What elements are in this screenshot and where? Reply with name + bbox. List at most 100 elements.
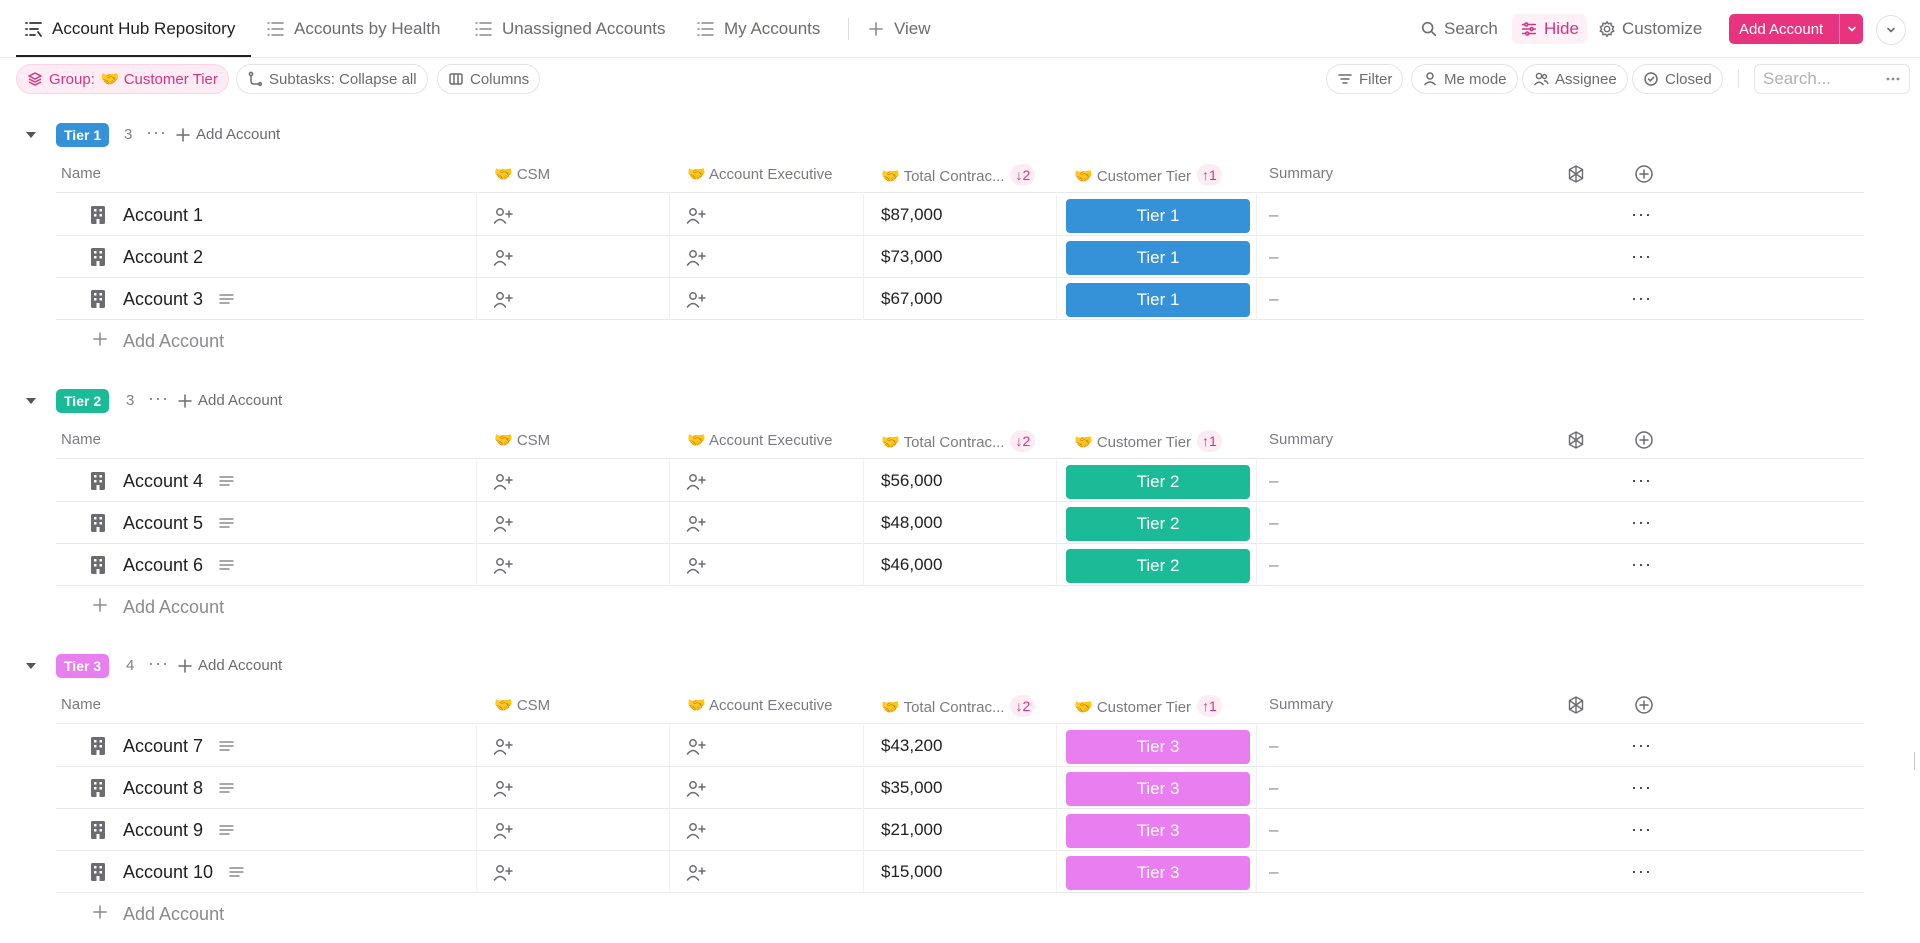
account-name[interactable]: Account 6 (123, 555, 204, 575)
total-contract-value[interactable]: $46,000 (881, 555, 943, 574)
add-account-button[interactable]: Add Account (1729, 14, 1863, 44)
column-header-account-executive[interactable]: 🤝 Account Executive (687, 696, 832, 714)
add-account-row[interactable]: Add Account (56, 320, 656, 362)
hide-button[interactable]: Hide (1512, 14, 1587, 44)
summary-cell[interactable]: – (1269, 555, 1279, 574)
add-column-icon[interactable] (1634, 695, 1654, 715)
summary-cell[interactable]: – (1269, 247, 1279, 266)
group-more-icon[interactable]: ··· (148, 653, 169, 673)
total-contract-value[interactable]: $35,000 (881, 778, 943, 797)
account-name[interactable]: Account 4 (123, 471, 204, 491)
customer-tier-pill[interactable]: Tier 1 (1066, 241, 1250, 275)
row-more-icon[interactable]: ··· (1631, 819, 1652, 839)
total-contract-value[interactable]: $87,000 (881, 205, 943, 224)
tab-unassigned-accounts[interactable]: Unassigned Accounts (474, 0, 666, 58)
row-more-icon[interactable]: ··· (1631, 861, 1652, 881)
add-person-icon[interactable] (686, 556, 706, 574)
add-person-icon[interactable] (493, 863, 513, 881)
row-more-icon[interactable]: ··· (1631, 246, 1652, 266)
column-header-name[interactable]: Name (61, 165, 101, 182)
sort-badge[interactable]: ↓2 (1010, 430, 1036, 452)
group-badge[interactable]: Tier 2 (56, 389, 110, 413)
group-by-chip[interactable]: Group: 🤝 Customer Tier (16, 64, 229, 94)
row-more-icon[interactable]: ··· (1631, 288, 1652, 308)
add-person-icon[interactable] (493, 206, 513, 224)
account-name[interactable]: Account 1 (123, 205, 204, 225)
total-contract-value[interactable]: $43,200 (881, 736, 943, 755)
total-contract-value[interactable]: $73,000 (881, 247, 943, 266)
table-row[interactable]: Account 1 $87,000 Tier 1– ··· (56, 194, 1864, 236)
customer-tier-pill[interactable]: Tier 3 (1066, 730, 1250, 764)
column-header-summary[interactable]: Summary (1269, 165, 1333, 182)
column-header-name[interactable]: Name (61, 696, 101, 713)
row-more-icon[interactable]: ··· (1631, 777, 1652, 797)
column-header-customer-tier[interactable]: 🤝 Customer Tier ↑1 (1074, 164, 1222, 187)
tab-account-hub-repository[interactable]: Account Hub Repository (24, 0, 235, 58)
group-more-icon[interactable]: ··· (146, 122, 167, 142)
column-header-summary[interactable]: Summary (1269, 696, 1333, 713)
total-contract-value[interactable]: $21,000 (881, 820, 943, 839)
add-person-icon[interactable] (493, 290, 513, 308)
table-row[interactable]: Account 3 $67,000 Tier 1– ··· (56, 278, 1864, 320)
group-more-icon[interactable]: ··· (148, 388, 169, 408)
total-contract-value[interactable]: $15,000 (881, 862, 943, 881)
table-row[interactable]: Account 8 $35,000 Tier 3– ··· (56, 767, 1864, 809)
account-name[interactable]: Account 8 (123, 778, 204, 798)
row-more-icon[interactable]: ··· (1631, 735, 1652, 755)
group-add-account-button[interactable]: Add Account (178, 657, 282, 674)
search-input[interactable] (1763, 69, 1883, 89)
table-row[interactable]: Account 4 $56,000 Tier 2– ··· (56, 460, 1864, 502)
collapse-triangle-icon[interactable] (24, 394, 38, 408)
column-header-customer-tier[interactable]: 🤝 Customer Tier ↑1 (1074, 430, 1222, 453)
sort-badge[interactable]: ↓2 (1010, 695, 1036, 717)
summary-cell[interactable]: – (1269, 513, 1279, 532)
row-more-icon[interactable]: ··· (1631, 470, 1652, 490)
customer-tier-pill[interactable]: Tier 2 (1066, 507, 1250, 541)
column-header-summary[interactable]: Summary (1269, 431, 1333, 448)
table-row[interactable]: Account 7 $43,200 Tier 3– ··· (56, 725, 1864, 767)
summary-cell[interactable]: – (1269, 205, 1279, 224)
account-name[interactable]: Account 10 (123, 862, 214, 882)
add-person-icon[interactable] (493, 779, 513, 797)
column-header-csm[interactable]: 🤝 CSM (494, 165, 550, 183)
row-more-icon[interactable]: ··· (1631, 204, 1652, 224)
more-icon[interactable] (1885, 76, 1901, 82)
column-header-csm[interactable]: 🤝 CSM (494, 431, 550, 449)
add-person-icon[interactable] (493, 248, 513, 266)
summary-cell[interactable]: – (1269, 736, 1279, 755)
assignee-chip[interactable]: Assignee (1522, 64, 1628, 94)
add-person-icon[interactable] (493, 821, 513, 839)
tab-my-accounts[interactable]: My Accounts (696, 0, 820, 58)
add-account-row[interactable]: Add Account (56, 586, 656, 628)
customer-tier-pill[interactable]: Tier 1 (1066, 283, 1250, 317)
column-header-total-contract[interactable]: 🤝 Total Contrac... ↓2 (881, 430, 1036, 453)
summary-cell[interactable]: – (1269, 820, 1279, 839)
summary-cell[interactable]: – (1269, 289, 1279, 308)
ai-fields-icon[interactable] (1566, 430, 1586, 450)
total-contract-value[interactable]: $48,000 (881, 513, 943, 532)
add-person-icon[interactable] (493, 556, 513, 574)
row-more-icon[interactable]: ··· (1631, 512, 1652, 532)
subtasks-chip[interactable]: Subtasks: Collapse all (236, 64, 428, 94)
group-add-account-button[interactable]: Add Account (176, 126, 280, 143)
account-name[interactable]: Account 9 (123, 820, 204, 840)
customize-button[interactable]: Customize (1598, 14, 1702, 44)
add-person-icon[interactable] (686, 248, 706, 266)
sort-badge[interactable]: ↑1 (1197, 695, 1222, 717)
add-person-icon[interactable] (686, 821, 706, 839)
table-row[interactable]: Account 9 $21,000 Tier 3– ··· (56, 809, 1864, 851)
filter-chip[interactable]: Filter (1326, 64, 1404, 94)
chevron-down-icon[interactable] (1840, 23, 1863, 35)
add-person-icon[interactable] (686, 290, 706, 308)
table-row[interactable]: Account 5 $48,000 Tier 2– ··· (56, 502, 1864, 544)
add-person-icon[interactable] (686, 737, 706, 755)
column-header-customer-tier[interactable]: 🤝 Customer Tier ↑1 (1074, 695, 1222, 718)
summary-cell[interactable]: – (1269, 778, 1279, 797)
me-mode-chip[interactable]: Me mode (1411, 64, 1518, 94)
sort-badge[interactable]: ↓2 (1010, 164, 1036, 186)
account-name[interactable]: Account 7 (123, 736, 204, 756)
add-column-icon[interactable] (1634, 164, 1654, 184)
sort-badge[interactable]: ↑1 (1197, 430, 1222, 452)
add-account-row[interactable]: Add Account (56, 893, 656, 935)
summary-cell[interactable]: – (1269, 862, 1279, 881)
